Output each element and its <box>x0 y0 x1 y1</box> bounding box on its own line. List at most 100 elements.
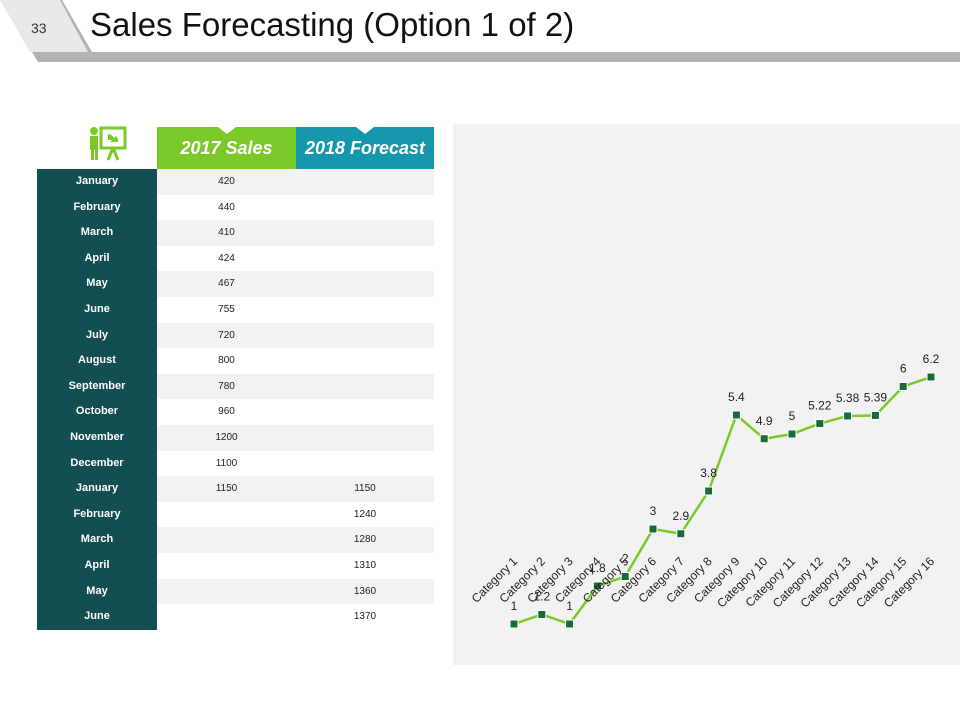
month-cell: May <box>37 271 157 297</box>
data-point <box>759 434 769 444</box>
sales-2017-cell: 800 <box>218 355 235 367</box>
data-point <box>592 581 602 591</box>
forecast-2018-cell <box>296 348 434 374</box>
forecast-2018-cell: 1150 <box>296 476 434 502</box>
table-row: October 960 <box>37 399 434 425</box>
table-row: July 720 <box>37 322 434 349</box>
data-point <box>537 610 547 619</box>
forecast-2018-cell <box>296 271 434 297</box>
month-cell: July <box>37 322 157 349</box>
month-cell: June <box>37 297 157 323</box>
data-point <box>898 382 908 391</box>
data-point <box>843 411 853 421</box>
month-cell: March <box>37 527 157 553</box>
month-cell: February <box>37 194 157 221</box>
month-cell: March <box>37 220 157 246</box>
table-row: March 1280 <box>37 527 434 553</box>
month-cell: September <box>37 373 157 400</box>
month-cell: November <box>37 425 157 451</box>
month-cell: August <box>37 348 157 374</box>
data-label: 1 <box>566 599 573 613</box>
table-row: May 1360 <box>37 578 434 605</box>
forecast-2018-cell <box>296 373 434 400</box>
data-label: 4.9 <box>756 414 773 428</box>
data-point <box>815 419 825 429</box>
data-label: 5.39 <box>864 390 888 404</box>
month-cell: January <box>37 169 157 195</box>
data-label: 2 <box>622 552 629 566</box>
month-cell: May <box>37 578 157 605</box>
slide-number-tab <box>0 0 88 52</box>
sales-2017-cell: 467 <box>157 271 296 297</box>
data-label: 6.2 <box>923 352 940 366</box>
month-cell: February <box>37 501 157 528</box>
table-row: April 424 <box>37 245 434 272</box>
forecast-2018-cell: 1360 <box>296 578 434 605</box>
sales-2017-cell: 1150 <box>157 476 296 502</box>
sales-2017-cell: 1200 <box>157 425 296 451</box>
sales-2017-cell <box>157 527 296 553</box>
forecast-2018-cell: 1280 <box>296 527 434 553</box>
chart-panel: 1 Category 1 1.2 Category 2 1 Category 3 1.8 Ca… <box>453 124 960 665</box>
header-notch <box>218 127 236 134</box>
data-point <box>676 529 686 539</box>
data-point <box>565 619 575 629</box>
table-row: November 1200 <box>37 425 434 451</box>
header-notch <box>356 127 374 134</box>
table-row: February 440 <box>37 194 434 221</box>
slide-number-text: 33 <box>31 20 47 36</box>
sales-2017-cell: 720 <box>157 322 296 349</box>
forecast-2018-cell <box>296 399 434 425</box>
month-cell: October <box>37 399 157 425</box>
data-label: 5.38 <box>836 391 860 405</box>
table-row: August 800 <box>37 348 434 374</box>
sales-2017-cell <box>157 502 296 528</box>
sales-2017-cell: 755 <box>218 304 235 315</box>
data-label: 2.9 <box>672 509 689 523</box>
sales-2017-cell: 440 <box>218 201 235 213</box>
data-label: 3.8 <box>700 466 717 480</box>
data-point <box>926 372 936 382</box>
table-row: January 420 <box>37 169 434 195</box>
data-label: 5.4 <box>728 390 745 404</box>
sales-2017-cell <box>157 578 296 605</box>
table-row: January 1150 1150 <box>37 476 434 502</box>
data-point <box>509 619 519 629</box>
data-label: 1.8 <box>589 561 606 575</box>
data-label: 1 <box>511 599 518 613</box>
month-cell: April <box>37 245 157 272</box>
sales-2017-cell: 780 <box>157 373 296 400</box>
data-point <box>787 429 797 439</box>
forecast-2018-cell <box>296 220 434 246</box>
data-label: 1.2 <box>533 590 550 604</box>
sales-2017-cell <box>157 604 296 630</box>
sales-2017-cell: 410 <box>157 220 296 246</box>
sales-2017-cell: 424 <box>218 252 235 264</box>
data-point <box>704 486 714 496</box>
table-row: September 780 <box>37 373 434 400</box>
forecast-2018-cell <box>296 169 434 195</box>
table-row: May 467 <box>37 271 434 297</box>
month-cell: April <box>37 553 157 579</box>
sales-2017-cell: 1100 <box>215 457 238 469</box>
table-row: April 1310 <box>37 553 434 579</box>
data-label: 3 <box>650 504 657 518</box>
forecast-2018-cell <box>296 195 434 221</box>
series-line <box>513 375 932 626</box>
forecast-2018-cell <box>296 322 434 349</box>
forecast-2018-cell <box>296 297 434 323</box>
header-2017-sales: 2017 Sales <box>157 127 296 169</box>
slide-number: 33 <box>0 0 80 60</box>
data-point <box>648 524 658 534</box>
data-point <box>731 410 741 420</box>
forecast-2018-cell <box>296 425 434 451</box>
data-point <box>620 572 630 581</box>
sales-2017-cell: 420 <box>157 169 296 195</box>
month-cell: June <box>37 604 157 630</box>
table-row: February 1240 <box>37 501 434 528</box>
data-label: 6 <box>900 362 907 376</box>
forecast-2018-cell: 1310 <box>353 560 377 571</box>
data-label: 5.22 <box>808 399 832 413</box>
table-row: June 1370 <box>37 604 434 630</box>
sales-2017-cell <box>157 553 296 579</box>
